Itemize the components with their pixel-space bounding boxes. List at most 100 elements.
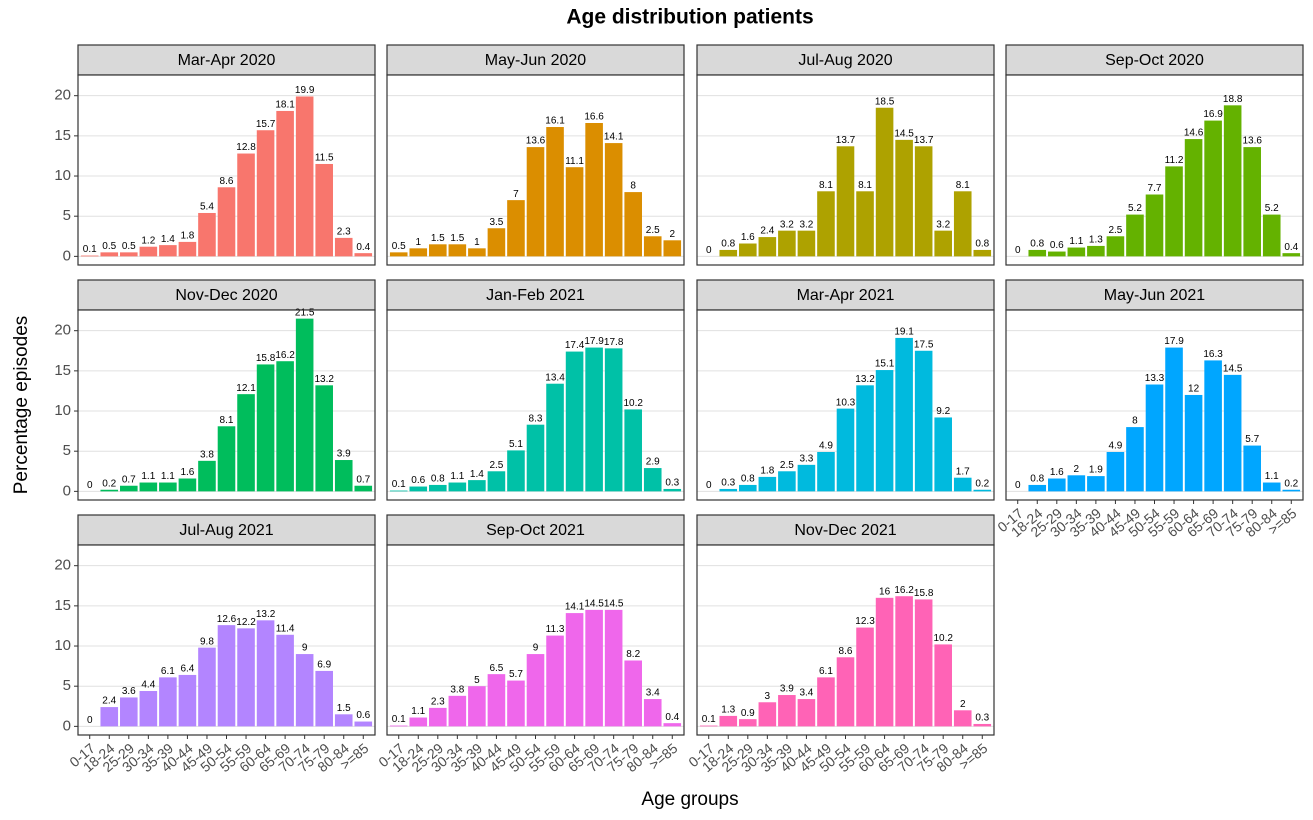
data-label: 3.6 [122, 686, 136, 697]
data-label: 0.6 [1050, 240, 1064, 251]
y-tick-label: 5 [63, 677, 71, 694]
panel-border [386, 309, 685, 501]
bar [256, 130, 275, 257]
data-label: 0.9 [741, 708, 755, 719]
data-label: 8.6 [220, 176, 234, 187]
bar [256, 620, 275, 727]
data-label: 0.6 [411, 475, 425, 486]
data-label: 13.7 [836, 135, 856, 146]
strip-label: Jan-Feb 2021 [486, 287, 585, 304]
y-tick-label: 20 [54, 557, 71, 574]
data-label: 16.6 [584, 112, 604, 123]
data-label: 13.2 [855, 374, 875, 385]
strip [386, 514, 685, 546]
data-label: 0.4 [1284, 242, 1298, 253]
bar [487, 228, 506, 257]
bar [895, 337, 913, 492]
bar [856, 191, 874, 257]
bar [1262, 482, 1281, 492]
bar [1282, 489, 1301, 492]
data-label: 8.1 [858, 180, 872, 191]
data-label: 0 [706, 245, 712, 256]
data-label: 0.3 [665, 478, 679, 489]
data-label: 16.2 [275, 350, 295, 361]
data-label: 1.4 [161, 234, 175, 245]
data-label: 0.4 [356, 242, 370, 253]
data-label: 2 [669, 229, 675, 240]
data-label: 8.3 [529, 413, 543, 424]
panel-border [77, 309, 376, 501]
data-label: 5.1 [509, 439, 523, 450]
bar [914, 146, 933, 257]
data-label: 8.6 [839, 646, 853, 657]
bar [953, 191, 972, 257]
y-tick-label: 20 [54, 322, 71, 339]
data-label: 19.1 [894, 327, 914, 338]
bar [120, 252, 138, 257]
bar [953, 710, 972, 727]
bar [448, 695, 467, 727]
data-label: 6.9 [317, 660, 331, 671]
data-label: 3.2 [799, 219, 813, 230]
data-label: 3.9 [337, 449, 351, 460]
data-label: 0.7 [122, 474, 136, 485]
data-label: 5 [474, 675, 480, 686]
bar [895, 596, 913, 727]
bar [1126, 427, 1144, 492]
data-label: 18.5 [875, 96, 895, 107]
bar [198, 460, 216, 492]
data-label: 13.3 [1145, 373, 1165, 384]
data-label: 13.4 [545, 372, 565, 383]
data-label: 1.9 [1089, 465, 1103, 476]
bar [856, 385, 874, 492]
bar [178, 241, 197, 257]
bar [354, 485, 373, 492]
bar [1223, 105, 1242, 257]
data-label: 0.4 [665, 712, 679, 723]
bar [739, 484, 757, 492]
strip [77, 514, 376, 546]
data-label: 12.6 [217, 614, 237, 625]
bar [719, 488, 738, 492]
data-label: 1.2 [141, 235, 155, 246]
bar [643, 468, 662, 492]
data-label: 1.8 [760, 466, 774, 477]
data-label: 1.6 [1050, 467, 1064, 478]
strip-label: Sep-Oct 2020 [1105, 52, 1204, 69]
strip-label: Jul-Aug 2021 [179, 522, 273, 539]
strip [1005, 44, 1304, 76]
data-label: 12.8 [236, 142, 256, 153]
data-label: 8 [1132, 416, 1138, 427]
bar [295, 318, 314, 492]
bar [1145, 194, 1164, 257]
data-label: 2.5 [780, 460, 794, 471]
data-label: 18.8 [1223, 94, 1243, 105]
bar [719, 715, 738, 727]
bar [334, 714, 353, 727]
panel-border [696, 74, 995, 266]
data-label: 17.4 [565, 340, 585, 351]
data-label: 0.1 [392, 479, 406, 490]
bar [1204, 120, 1222, 257]
x-axis-label: Age groups [641, 789, 738, 810]
data-label: 15.7 [256, 119, 276, 130]
data-label: 5.7 [1245, 434, 1259, 445]
bar [100, 252, 119, 257]
bar [100, 489, 119, 492]
bar [836, 146, 855, 257]
data-label: 0 [1015, 480, 1021, 491]
bar [1165, 347, 1183, 492]
bar [1204, 360, 1222, 492]
bar [100, 707, 119, 727]
data-label: 0.3 [975, 713, 989, 724]
strip-label: Jul-Aug 2020 [798, 52, 892, 69]
data-label: 0 [1015, 245, 1021, 256]
data-label: 13.6 [1242, 136, 1262, 147]
data-label: 1.6 [180, 467, 194, 478]
bar [1126, 214, 1144, 257]
data-label: 0.5 [122, 241, 136, 252]
panel-border [696, 309, 995, 501]
bar [973, 723, 992, 727]
bar [389, 725, 408, 727]
bar [429, 244, 447, 257]
